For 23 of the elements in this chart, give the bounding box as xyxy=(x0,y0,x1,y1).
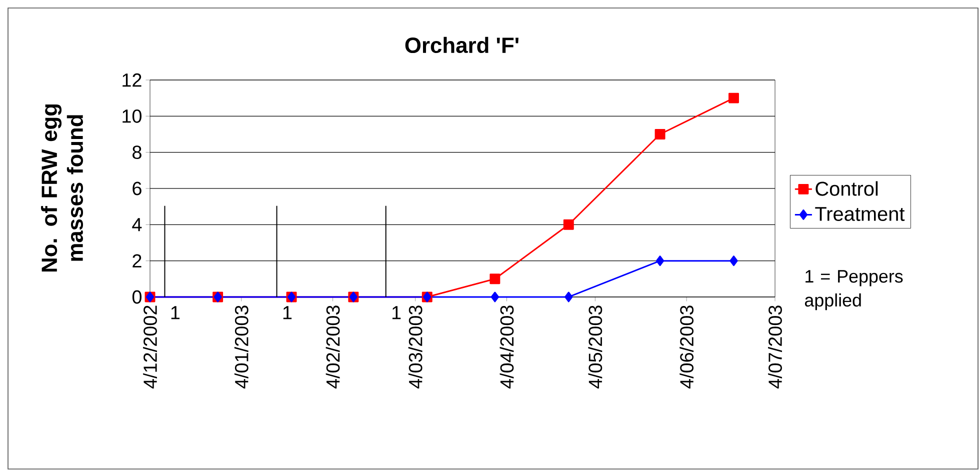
y-tick-label: 6 xyxy=(132,182,142,196)
y-tick-label: 10 xyxy=(122,109,142,123)
ref-line-label: 1 xyxy=(171,306,180,320)
x-tick-label: 4/07/2003 xyxy=(768,306,782,389)
x-tick-label: 4/03/2003 xyxy=(408,306,422,389)
ref-line-label: 1 xyxy=(392,306,401,320)
y-tick-label: 0 xyxy=(132,290,142,304)
y-tick-label: 8 xyxy=(132,146,142,160)
x-tick-label: 4/01/2003 xyxy=(234,306,248,389)
text: 1 = Peppers applied xyxy=(804,270,903,310)
x-tick-label: 4/05/2003 xyxy=(588,306,602,389)
x-tick-label: 4/02/2003 xyxy=(326,306,340,389)
x-tick-label: 4/12/2002 xyxy=(143,306,157,389)
chart-title: Orchard 'F' xyxy=(405,36,518,54)
ref-line-label: 1 xyxy=(283,306,292,320)
legend-label: Treatment xyxy=(815,207,905,221)
y-tick-label: 4 xyxy=(132,218,142,232)
x-tick-label: 4/04/2003 xyxy=(500,306,514,389)
x-tick-label: 4/06/2003 xyxy=(680,306,694,389)
y-tick-label: 2 xyxy=(132,254,142,268)
legend-label: Control xyxy=(816,181,878,196)
y-axis-title: No. of FRW egg masses found xyxy=(41,104,84,272)
y-tick-label: 12 xyxy=(122,73,142,87)
